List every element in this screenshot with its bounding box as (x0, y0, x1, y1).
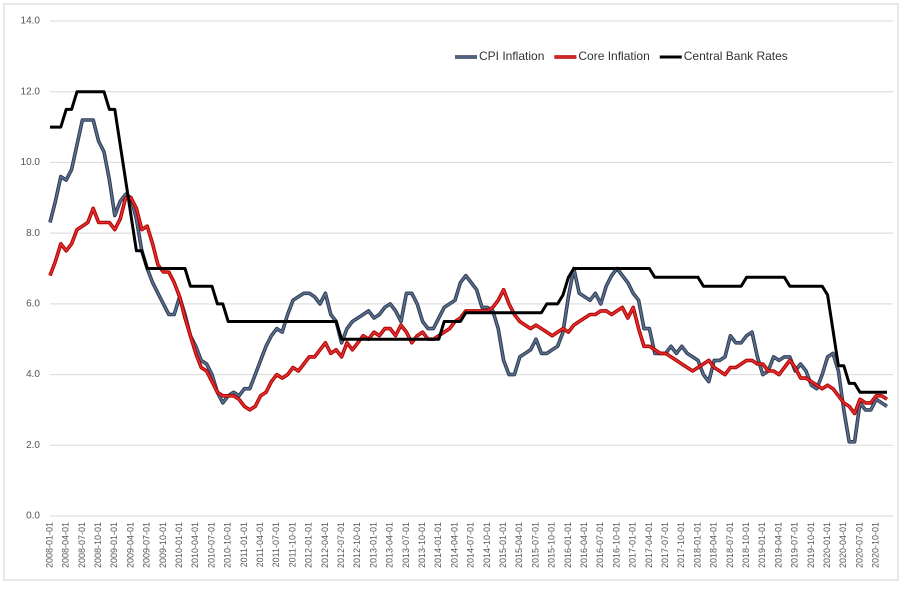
x-tick-label: 2020-01-01 (822, 522, 832, 568)
x-tick-label: 2015-04-01 (514, 522, 524, 568)
x-tick-label: 2009-10-01 (158, 522, 168, 568)
x-tick-label: 2013-04-01 (385, 522, 395, 568)
x-tick-label: 2019-01-01 (757, 522, 767, 568)
x-tick-label: 2019-07-01 (790, 522, 800, 568)
x-tick-label: 2008-10-01 (93, 522, 103, 568)
y-tick-label: 14.0 (21, 16, 41, 27)
x-tick-label: 2013-01-01 (368, 522, 378, 568)
x-tick-label: 2010-04-01 (190, 522, 200, 568)
x-tick-label: 2008-07-01 (77, 522, 87, 568)
x-tick-label: 2017-01-01 (628, 522, 638, 568)
x-tick-label: 2018-10-01 (741, 522, 751, 568)
x-tick-label: 2020-07-01 (854, 522, 864, 568)
x-tick-label: 2019-10-01 (806, 522, 816, 568)
x-tick-label: 2014-01-01 (433, 522, 443, 568)
legend-label: Central Bank Rates (684, 49, 788, 63)
data-line (49, 197, 888, 415)
x-tick-label: 2010-10-01 (223, 522, 233, 568)
x-tick-label: 2010-01-01 (174, 522, 184, 568)
x-tick-label: 2011-10-01 (287, 522, 297, 567)
x-tick-label: 2019-04-01 (773, 522, 783, 568)
x-tick-label: 2009-04-01 (125, 522, 135, 568)
x-tick-label: 2018-04-01 (709, 522, 719, 568)
x-tick-label: 2018-07-01 (725, 522, 735, 568)
x-tick-label: 2016-07-01 (595, 522, 605, 568)
y-tick-label: 4.0 (26, 369, 40, 380)
x-tick-label: 2013-10-01 (417, 522, 427, 568)
x-tick-label: 2016-04-01 (579, 522, 589, 568)
x-tick-label: 2016-01-01 (563, 522, 573, 568)
x-tick-label: 2011-07-01 (271, 522, 281, 567)
y-tick-label: 6.0 (26, 298, 40, 309)
y-tick-label: 12.0 (21, 86, 41, 97)
y-tick-label: 10.0 (21, 157, 41, 168)
x-tick-label: 2018-01-01 (692, 522, 702, 568)
legend-label: Core Inflation (578, 49, 649, 63)
x-tick-label: 2013-07-01 (401, 522, 411, 568)
x-tick-label: 2015-01-01 (498, 522, 508, 568)
x-tick-label: 2020-04-01 (838, 522, 848, 568)
x-tick-label: 2015-10-01 (547, 522, 557, 568)
x-tick-label: 2012-07-01 (336, 522, 346, 568)
x-tick-label: 2014-07-01 (466, 522, 476, 568)
x-tick-label: 2009-07-01 (142, 522, 152, 568)
x-tick-label: 2017-04-01 (644, 522, 654, 568)
x-tick-label: 2016-10-01 (611, 522, 621, 568)
x-tick-label: 2011-01-01 (239, 522, 249, 567)
y-tick-label: 2.0 (26, 440, 40, 451)
x-tick-label: 2017-07-01 (660, 522, 670, 568)
legend-label: CPI Inflation (479, 49, 544, 63)
x-tick-label: 2012-01-01 (304, 522, 314, 568)
x-tick-label: 2014-10-01 (482, 522, 492, 568)
data-line (50, 90, 887, 394)
y-tick-label: 8.0 (26, 228, 40, 239)
x-tick-label: 2012-04-01 (320, 522, 330, 568)
x-tick-label: 2017-10-01 (676, 522, 686, 568)
x-tick-label: 2015-07-01 (530, 522, 540, 568)
x-tick-label: 2010-07-01 (206, 522, 216, 568)
chart-border (3, 3, 899, 581)
x-tick-label: 2008-04-01 (61, 522, 71, 568)
x-tick-label: 2008-01-01 (44, 522, 54, 568)
x-tick-label: 2020-10-01 (871, 522, 881, 568)
y-tick-label: 0.0 (26, 511, 40, 522)
x-tick-label: 2011-04-01 (255, 522, 265, 567)
x-tick-label: 2012-10-01 (352, 522, 362, 568)
x-tick-label: 2009-01-01 (109, 522, 119, 568)
x-tick-label: 2014-04-01 (449, 522, 459, 568)
